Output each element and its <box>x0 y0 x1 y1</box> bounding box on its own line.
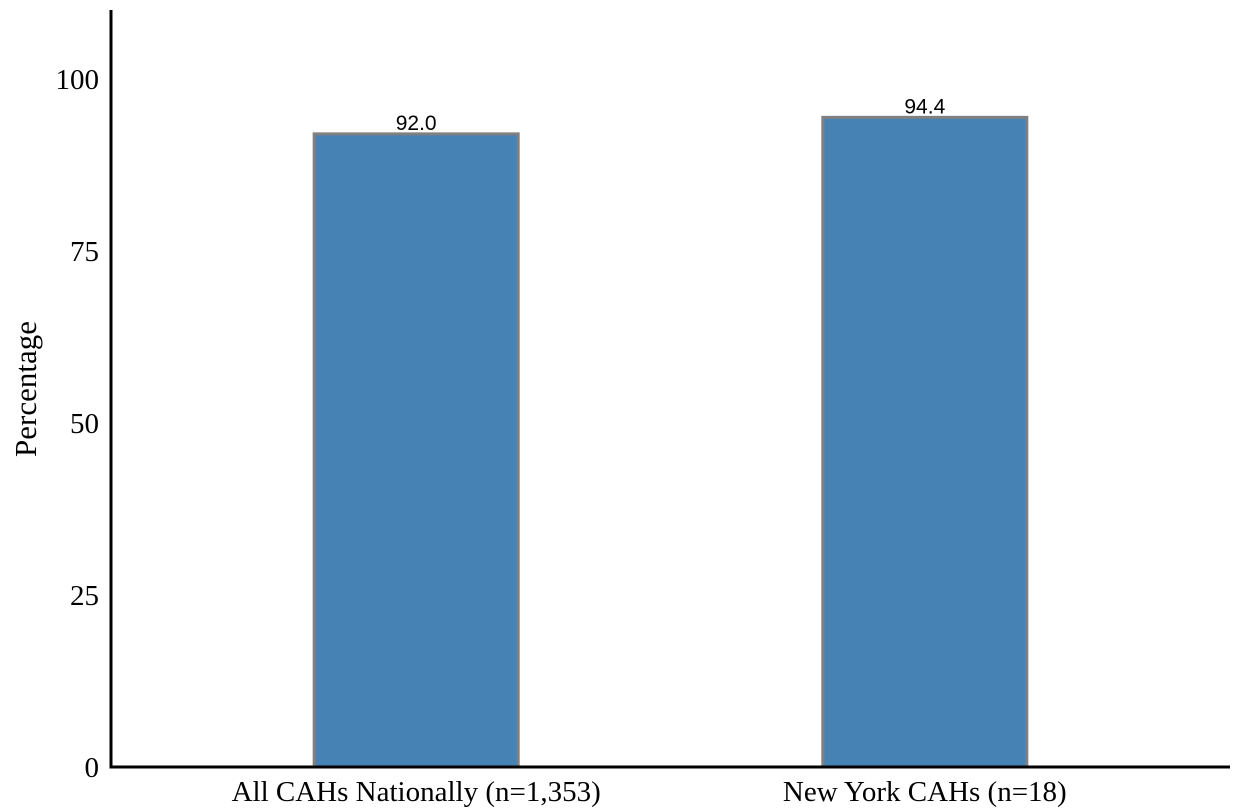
bars <box>312 115 1029 769</box>
bar-value-label: 94.4 <box>904 95 945 118</box>
x-tick-label: All CAHs Nationally (n=1,353) <box>232 776 601 808</box>
bar-value-label: 92.0 <box>396 112 437 135</box>
y-axis-ticks: 0 25 50 75 100 <box>56 64 100 784</box>
y-tick-label: 50 <box>70 408 99 440</box>
bar <box>821 115 1029 769</box>
x-tick-label: New York CAHs (n=18) <box>783 776 1067 808</box>
y-axis-title: Percentage <box>8 321 43 457</box>
y-tick-label: 75 <box>70 236 99 268</box>
bar-value-labels: 92.0 94.4 <box>396 95 946 135</box>
y-tick-label: 0 <box>85 752 100 784</box>
bar <box>312 132 520 769</box>
y-tick-label: 100 <box>56 64 100 96</box>
y-tick-label: 25 <box>70 580 99 612</box>
x-axis-ticks: All CAHs Nationally (n=1,353) New York CA… <box>232 776 1067 808</box>
